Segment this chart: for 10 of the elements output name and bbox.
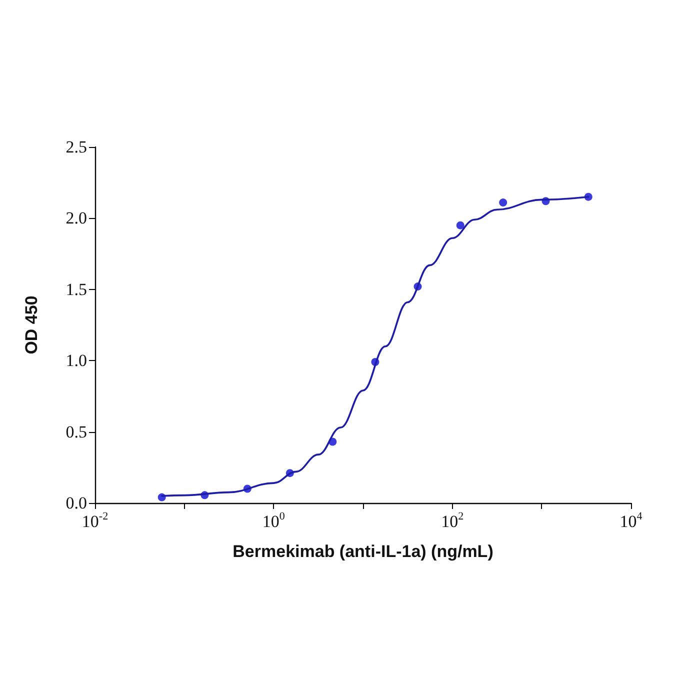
x-axis-title: Bermekimab (anti-IL-1a) (ng/mL) [232,542,494,561]
y-tick-label: 0.0 [66,494,87,512]
y-tick-label: 1.0 [66,351,87,370]
y-axis-title: OD 450 [22,296,41,354]
y-tick-label: 1.5 [66,280,87,299]
y-tick-label: 0.5 [66,422,87,442]
point [456,221,464,230]
y-tick-label: 2.0 [66,208,87,228]
y-tick-label: 2.5 [66,138,87,156]
point [499,198,508,207]
